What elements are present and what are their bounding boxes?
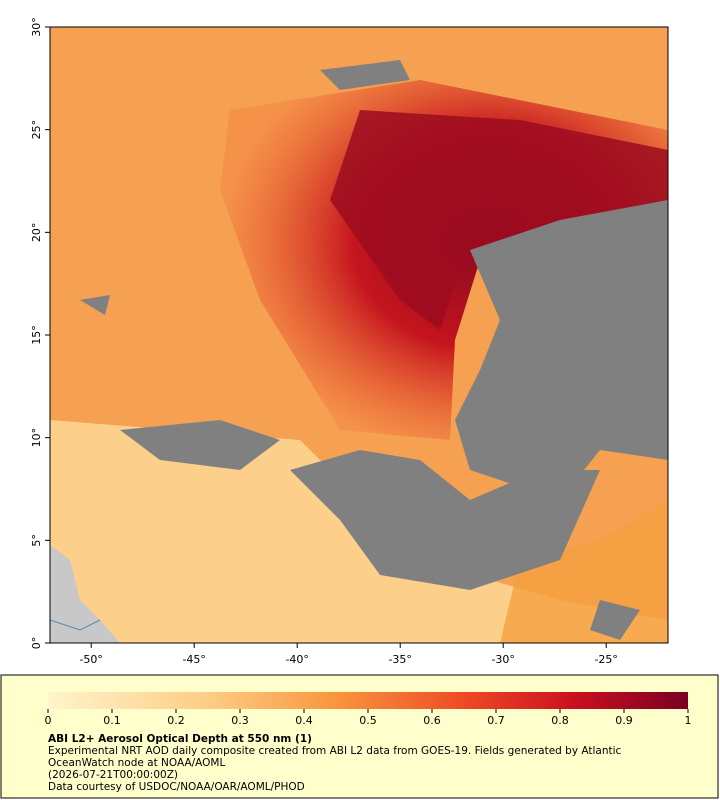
colorbar-tick-label: 0.7 [487,714,505,727]
colorbar-tick-label: 0.9 [615,714,633,727]
colorbar-tick-label: 0.2 [167,714,185,727]
colorbar-tick-label: 0.8 [551,714,569,727]
caption-credit: Data courtesy of USDOC/NOAA/OAR/AOML/PHO… [48,781,305,793]
caption-timestamp: (2026-07-21T00:00:00Z) [48,769,178,781]
x-tick-label: -40° [285,653,308,666]
caption-description: Experimental NRT AOD daily composite cre… [48,745,622,769]
y-tick-label: 25° [30,120,43,140]
x-tick-label: -30° [491,653,514,666]
y-tick-label: 20° [30,223,43,243]
colorbar-tick-label: 0.4 [295,714,313,727]
caption-title: ABI L2+ Aerosol Optical Depth at 550 nm … [48,733,312,745]
x-tick-label: -45° [182,653,205,666]
colorbar-tick-label: 1 [685,714,692,727]
caption: ABI L2+ Aerosol Optical Depth at 550 nm … [48,733,678,793]
x-tick-label: -50° [79,653,102,666]
colorbar [48,692,688,709]
y-tick-label: 10° [30,428,43,448]
aod-map [50,27,668,643]
x-tick-label: -35° [388,653,411,666]
y-tick-label: 30° [30,17,43,37]
colorbar-axis: 0 0.1 0.2 0.3 0.4 0.5 0.6 0.7 0.8 0.9 1 [45,709,692,727]
y-tick-label: 5° [30,534,43,547]
colorbar-tick-label: 0 [45,714,52,727]
colorbar-tick-label: 0.5 [359,714,377,727]
colorbar-tick-label: 0.1 [103,714,121,727]
y-tick-label: 15° [30,325,43,345]
colorbar-tick-label: 0.6 [423,714,441,727]
x-tick-label: -25° [594,653,617,666]
y-tick-label: 0° [30,637,43,650]
axes: -50° -45° -40° -35° -30° -25° 0° 5° 10° 15° 20° 25°… [30,17,618,666]
colorbar-tick-label: 0.3 [231,714,249,727]
